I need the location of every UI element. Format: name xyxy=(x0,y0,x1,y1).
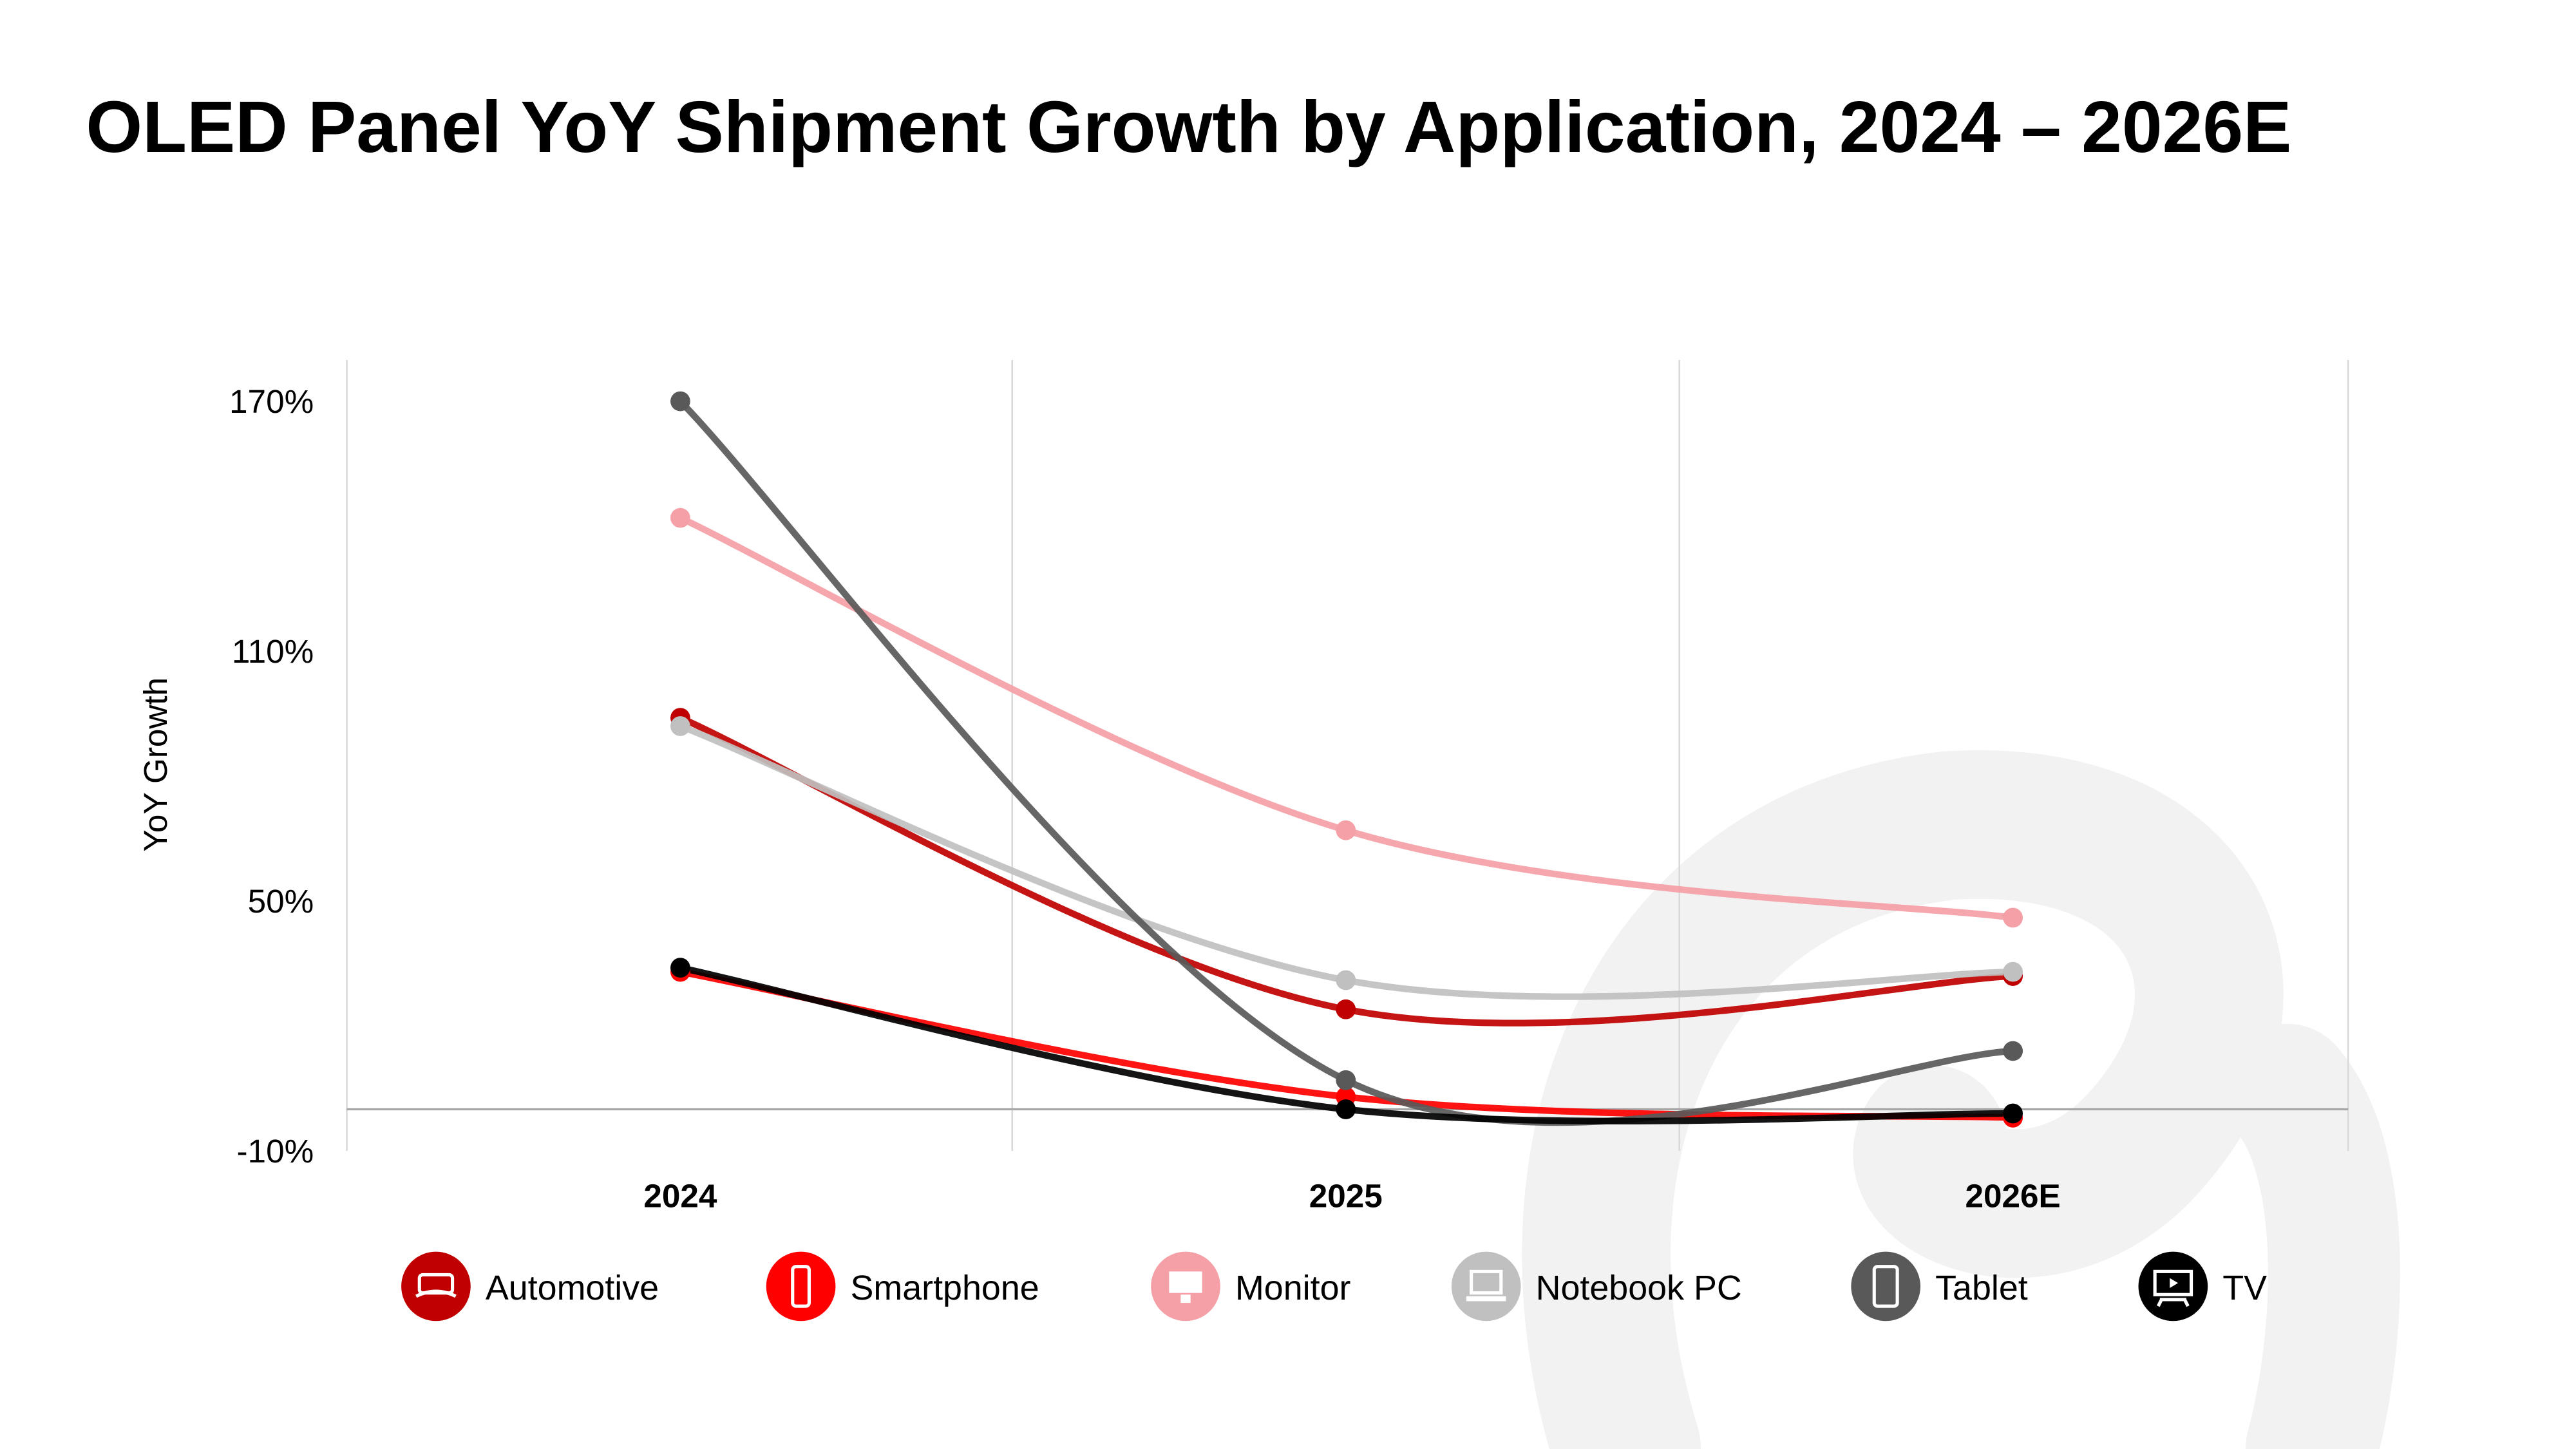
legend-label: TV xyxy=(2222,1269,2267,1307)
data-point-notebook-pc xyxy=(2003,961,2023,982)
legend-label: Smartphone xyxy=(851,1269,1039,1307)
legend-item-notebook-pc: Notebook PC xyxy=(1451,1251,1742,1321)
data-point-tablet xyxy=(670,391,690,412)
data-point-tv xyxy=(1336,1099,1356,1119)
chart-title: OLED Panel YoY Shipment Growth by Applic… xyxy=(86,86,2291,167)
legend-label: Automotive xyxy=(486,1269,659,1307)
legend-item-monitor: Monitor xyxy=(1151,1251,1351,1321)
series-line-tablet xyxy=(677,397,2016,1126)
legend-item-smartphone: Smartphone xyxy=(766,1251,1039,1321)
legend-item-automotive: Automotive xyxy=(401,1251,659,1321)
data-point-monitor xyxy=(1336,820,1356,840)
tv-icon xyxy=(2153,1269,2193,1307)
legend-swatch xyxy=(2138,1251,2208,1321)
x-tick-label: 2025 xyxy=(1309,1177,1383,1214)
watermark-logo-part xyxy=(2221,1023,2400,1449)
smartphone-icon xyxy=(791,1265,811,1308)
car-dashboard-icon xyxy=(415,1273,457,1298)
tablet-icon xyxy=(1872,1265,1899,1308)
data-point-tv xyxy=(2003,1103,2023,1124)
data-point-monitor xyxy=(2003,907,2023,928)
y-tick-label: 170% xyxy=(229,383,314,420)
y-axis-label: YoY Growth xyxy=(137,677,174,852)
y-tick-label: -10% xyxy=(236,1133,314,1170)
data-point-notebook-pc xyxy=(1336,970,1356,990)
data-point-tv xyxy=(670,958,690,978)
legend-swatch xyxy=(1851,1251,1921,1321)
laptop-icon xyxy=(1466,1269,1506,1302)
legend-item-tv: TV xyxy=(2138,1251,2267,1321)
legend-swatch xyxy=(1451,1251,1521,1321)
y-tick-label: 110% xyxy=(232,633,314,670)
data-point-monitor xyxy=(670,507,690,528)
watermark-logo xyxy=(1522,750,2284,1449)
data-point-tablet xyxy=(2003,1041,2023,1061)
legend-item-tablet: Tablet xyxy=(1851,1251,2028,1321)
legend-swatch xyxy=(401,1251,471,1321)
monitor-icon xyxy=(1169,1271,1202,1303)
y-tick-label: 50% xyxy=(248,883,314,920)
data-point-notebook-pc xyxy=(670,716,690,736)
data-point-tablet xyxy=(1336,1070,1356,1090)
legend-swatch xyxy=(766,1251,836,1321)
x-tick-label: 2026E xyxy=(1965,1177,2061,1214)
legend-label: Notebook PC xyxy=(1536,1269,1742,1307)
legend-label: Tablet xyxy=(1935,1269,2028,1307)
data-point-automotive xyxy=(1336,999,1356,1019)
x-tick-label: 2024 xyxy=(643,1177,717,1214)
legend-label: Monitor xyxy=(1235,1269,1351,1307)
